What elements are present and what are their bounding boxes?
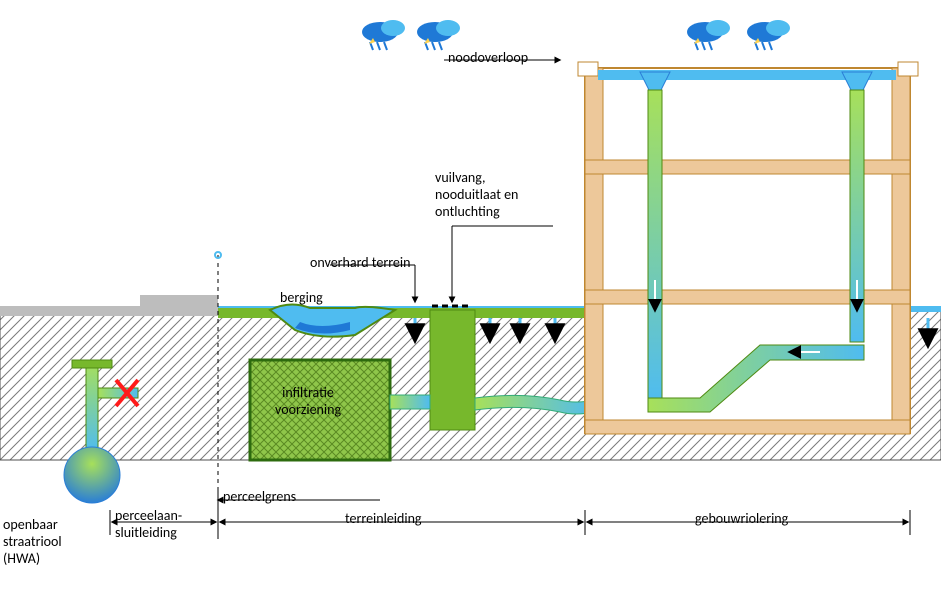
diagram-root: noodoverloop vuilvang, nooduitlaat en on… — [0, 0, 941, 603]
gebouwriolering-label: gebouwriolering — [695, 511, 788, 528]
berging-label: berging — [280, 290, 323, 307]
noodoverloop-label: noodoverloop — [448, 50, 528, 67]
openbaar-label: openbaar straatriool (HWA) — [3, 517, 62, 567]
perceelgrens-label: perceelgrens — [223, 489, 296, 506]
rain-clouds — [362, 20, 790, 50]
perceelaansluitleiding-label: perceelaan- sluitleiding — [115, 508, 182, 542]
vuilvang-box — [430, 310, 475, 430]
onverhard-label: onverhard terrein — [310, 255, 410, 272]
downspout-left — [648, 90, 662, 400]
infiltratie-label: infiltratie voorziening — [275, 385, 341, 419]
building — [578, 62, 918, 434]
pipe-infil-vuilvang — [390, 395, 430, 409]
terreinleiding-label: terreinleiding — [345, 511, 422, 528]
vuilvang-label: vuilvang, nooduitlaat en ontluchting — [435, 170, 518, 220]
